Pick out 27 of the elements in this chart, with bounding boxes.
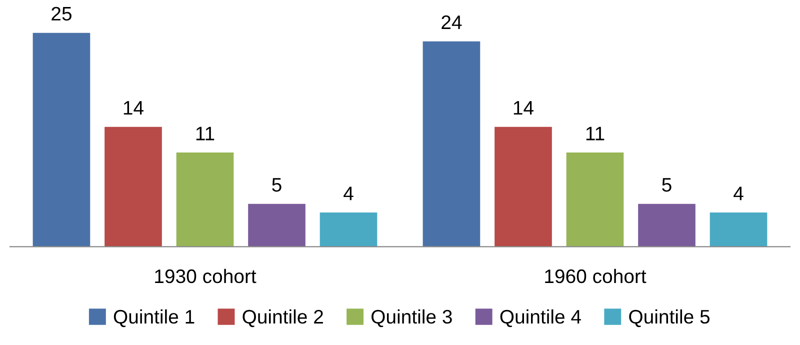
bar: [638, 204, 696, 247]
data-label: 4: [734, 186, 744, 200]
data-label: 14: [514, 101, 534, 115]
legend-label: Quintile 4: [500, 309, 581, 328]
bar: [248, 204, 306, 247]
bar: [494, 126, 552, 247]
bar: [710, 212, 768, 247]
legend-label: Quintile 2: [242, 309, 323, 328]
data-label: 5: [272, 178, 282, 192]
data-label: 25: [52, 6, 72, 21]
legend-label: Quintile 5: [629, 309, 710, 328]
legend-label: Quintile 3: [372, 309, 452, 328]
data-label: 14: [124, 101, 144, 115]
x-tick-label: 1930 cohort: [155, 268, 256, 284]
bar: [320, 212, 378, 247]
data-label: 24: [442, 15, 462, 29]
legend-label: Quintile 1: [114, 309, 194, 328]
bar: [176, 152, 234, 247]
data-label: 11: [196, 126, 214, 140]
bar: [422, 41, 480, 247]
bar: [32, 32, 90, 247]
bar: [104, 126, 162, 247]
bar: [566, 152, 624, 247]
data-label: 11: [586, 126, 604, 140]
x-tick-label: 1960 cohort: [545, 268, 646, 284]
data-label: 5: [662, 178, 672, 192]
data-label: 4: [344, 186, 354, 200]
